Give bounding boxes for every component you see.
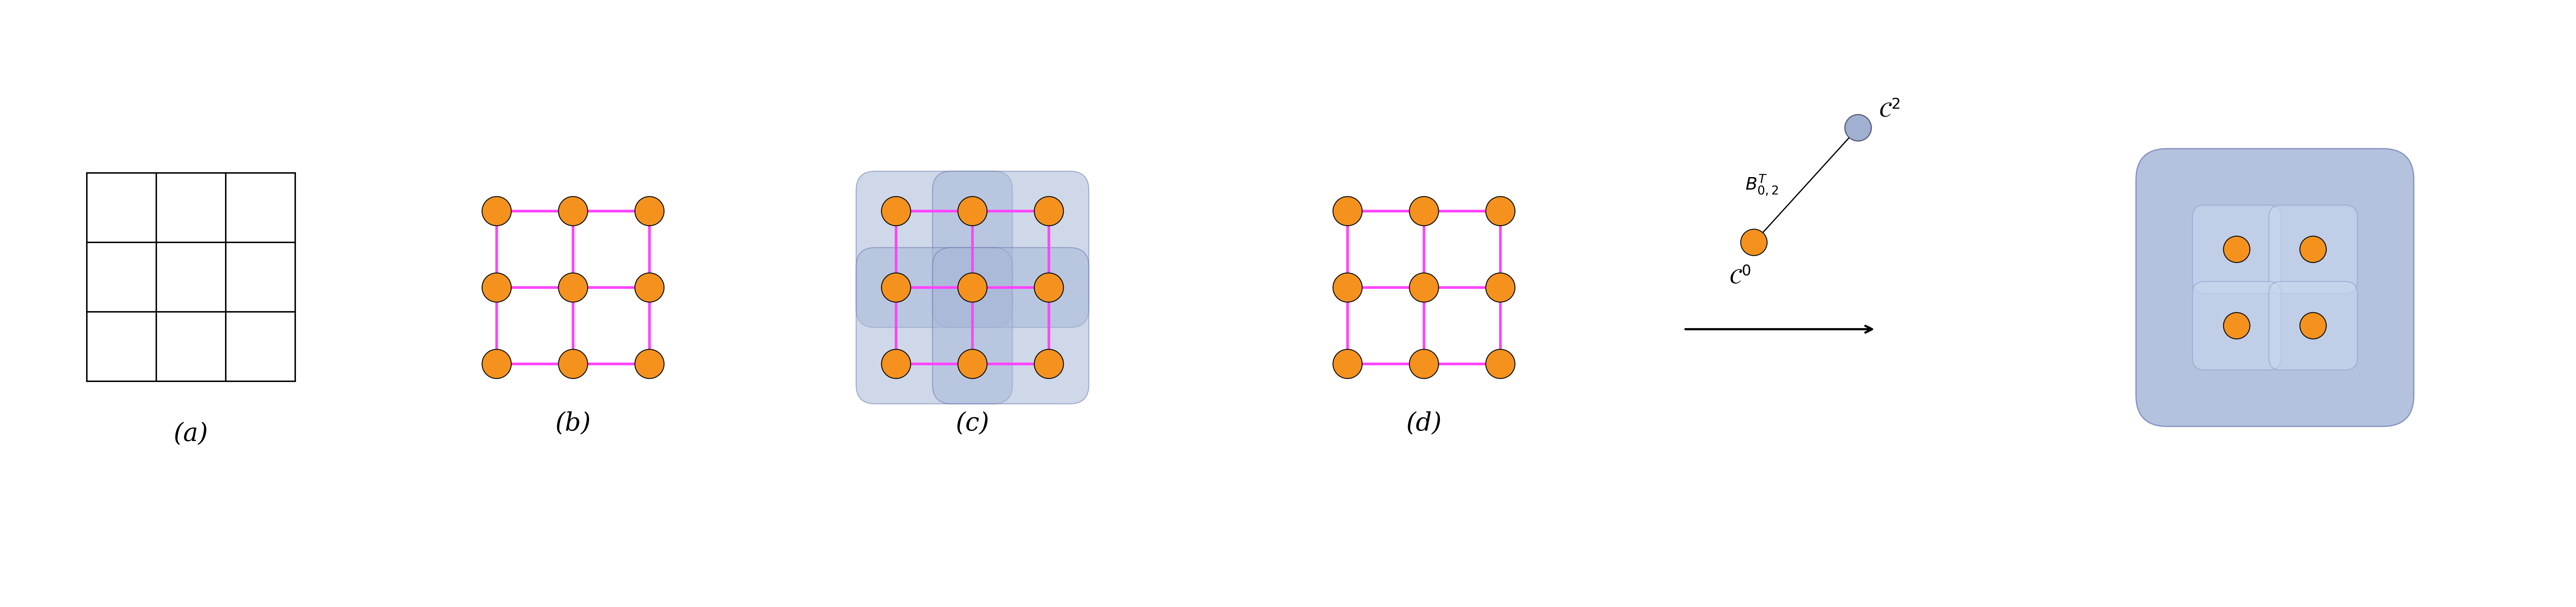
Circle shape [2223, 313, 2249, 339]
FancyBboxPatch shape [855, 248, 1012, 404]
Circle shape [1409, 350, 1437, 379]
Circle shape [1741, 229, 1767, 256]
Text: (d): (d) [1406, 411, 1443, 435]
Circle shape [881, 350, 912, 379]
FancyBboxPatch shape [2269, 205, 2357, 294]
Text: $\mathcal{C}^2$: $\mathcal{C}^2$ [1878, 100, 1901, 121]
Circle shape [482, 350, 510, 379]
Circle shape [1332, 273, 1363, 302]
Circle shape [2223, 236, 2249, 263]
Circle shape [2300, 313, 2326, 339]
Circle shape [482, 273, 510, 302]
Circle shape [1486, 350, 1515, 379]
FancyBboxPatch shape [2136, 149, 2414, 427]
Circle shape [1486, 273, 1515, 302]
Circle shape [2300, 236, 2326, 263]
Circle shape [881, 273, 912, 302]
Text: $\mathcal{C}^0$: $\mathcal{C}^0$ [1728, 267, 1752, 288]
Circle shape [881, 197, 912, 226]
Circle shape [958, 350, 987, 379]
Circle shape [634, 197, 665, 226]
FancyBboxPatch shape [2192, 205, 2280, 294]
FancyBboxPatch shape [933, 171, 1090, 328]
Text: (a): (a) [173, 421, 209, 446]
FancyBboxPatch shape [2192, 282, 2280, 370]
Circle shape [1486, 197, 1515, 226]
Circle shape [559, 197, 587, 226]
Circle shape [634, 273, 665, 302]
Circle shape [559, 273, 587, 302]
Circle shape [1844, 115, 1870, 141]
FancyBboxPatch shape [2269, 282, 2357, 370]
FancyBboxPatch shape [855, 171, 1012, 328]
Circle shape [1036, 197, 1064, 226]
Circle shape [1332, 350, 1363, 379]
Circle shape [1036, 350, 1064, 379]
Circle shape [1844, 115, 1870, 141]
FancyBboxPatch shape [933, 248, 1090, 404]
Circle shape [1332, 197, 1363, 226]
Circle shape [958, 197, 987, 226]
Text: (b): (b) [556, 411, 590, 435]
Circle shape [634, 350, 665, 379]
Circle shape [958, 273, 987, 302]
Circle shape [1036, 273, 1064, 302]
Circle shape [1409, 197, 1437, 226]
Circle shape [1409, 273, 1437, 302]
Circle shape [482, 197, 510, 226]
Text: $B_{0,2}^T$: $B_{0,2}^T$ [1744, 174, 1777, 197]
Circle shape [559, 350, 587, 379]
Text: (c): (c) [956, 411, 989, 435]
